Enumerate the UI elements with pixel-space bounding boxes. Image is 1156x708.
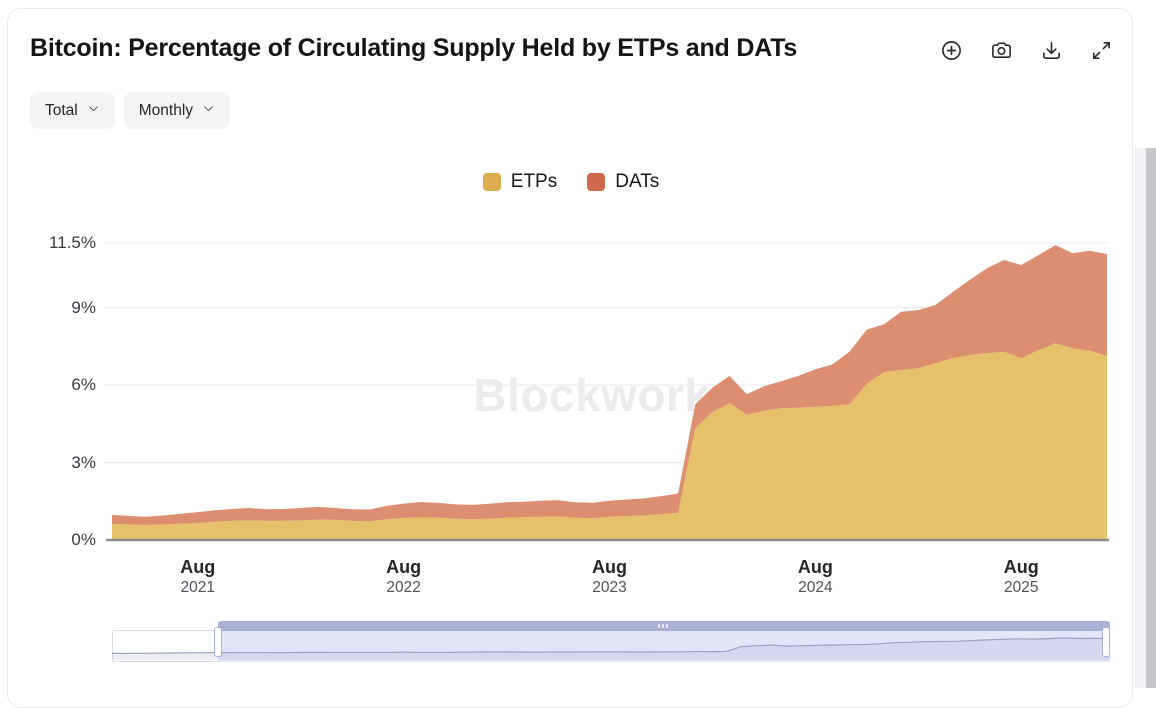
metric-dropdown[interactable]: Total <box>30 92 115 129</box>
y-tick-label: 3% <box>71 452 96 472</box>
y-tick-label: 11.5% <box>49 233 96 252</box>
chevron-down-icon <box>87 102 100 120</box>
etps-area-series[interactable] <box>112 343 1107 540</box>
page-title: Bitcoin: Percentage of Circulating Suppl… <box>30 34 798 62</box>
brush-handle-right[interactable] <box>1102 627 1110 657</box>
x-tick-label: Aug 2024 <box>797 557 833 596</box>
x-tick-label: Aug 2023 <box>592 557 627 596</box>
x-tick-label: Aug 2021 <box>180 557 216 596</box>
scrollbar-thumb[interactable] <box>1146 148 1156 688</box>
chevron-down-icon <box>202 102 215 120</box>
brush-grip-icon[interactable] <box>658 624 668 628</box>
interval-dropdown-value: Monthly <box>138 101 194 119</box>
chart-toolbar <box>938 38 1114 66</box>
screenshot-button[interactable] <box>988 39 1014 65</box>
brush-selection[interactable] <box>218 630 1110 662</box>
legend-item-etps[interactable]: ETPs <box>482 171 558 193</box>
chart-legend: ETPs DATs <box>7 168 1135 196</box>
legend-label-dats: DATs <box>615 171 660 192</box>
legend-label-etps: ETPs <box>510 171 558 192</box>
expand-icon <box>1090 39 1113 65</box>
brush-handle-left[interactable] <box>214 627 222 657</box>
x-tick-label: Aug 2025 <box>1003 557 1039 596</box>
x-tick-label: Aug 2022 <box>386 557 422 596</box>
etps-swatch-icon <box>482 173 501 191</box>
dats-swatch-icon <box>587 173 606 191</box>
legend-item-dats[interactable]: DATs <box>587 171 659 193</box>
zoom-in-button[interactable] <box>938 39 964 65</box>
chart-controls: Total Monthly <box>30 92 231 129</box>
metric-dropdown-value: Total <box>45 101 78 119</box>
y-tick-label: 6% <box>71 375 96 395</box>
interval-dropdown[interactable]: Monthly <box>123 92 231 129</box>
dats-area-series[interactable] <box>112 245 1107 525</box>
y-tick-label: 9% <box>71 297 96 317</box>
download-button[interactable] <box>1038 39 1064 65</box>
fullscreen-button[interactable] <box>1088 39 1114 65</box>
camera-icon <box>990 39 1013 65</box>
brush-top-bar[interactable] <box>218 621 1110 631</box>
y-tick-label: 0% <box>71 530 96 549</box>
watermark: Blockworks <box>473 369 737 421</box>
plus-circle-icon <box>940 39 963 65</box>
download-icon <box>1040 39 1063 65</box>
